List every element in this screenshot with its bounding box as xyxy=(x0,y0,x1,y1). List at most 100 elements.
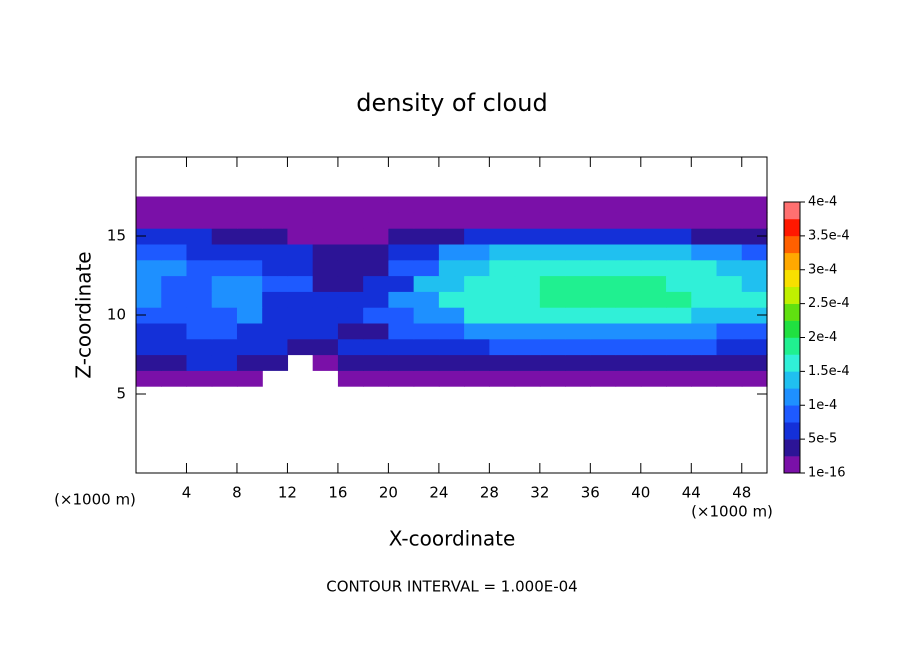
x-tick-label: 24 xyxy=(429,484,448,502)
field-cell xyxy=(363,275,389,292)
field-cell xyxy=(640,196,667,213)
field-cell xyxy=(388,259,415,277)
field-cell xyxy=(236,354,263,371)
field-cell xyxy=(136,291,162,308)
field-cell xyxy=(186,259,213,277)
field-cell xyxy=(236,243,263,261)
field-cell xyxy=(615,243,642,261)
field-cell xyxy=(211,370,238,387)
field-cell xyxy=(262,196,289,213)
field-cell xyxy=(716,322,743,340)
field-cell xyxy=(161,370,188,387)
colorbar-label: 1.5e-4 xyxy=(808,364,850,379)
field-cell xyxy=(539,228,566,245)
field-cell xyxy=(211,243,238,261)
field-cell xyxy=(691,196,718,213)
colorbar-band xyxy=(784,286,800,304)
field-cell xyxy=(514,243,541,261)
field-cell xyxy=(640,370,667,387)
field-cell xyxy=(514,307,541,324)
x-tick-label: 8 xyxy=(232,484,242,502)
x-tick-label: 40 xyxy=(631,484,650,502)
field-cell xyxy=(186,212,213,229)
field-cell xyxy=(615,275,642,292)
field-cell xyxy=(363,322,389,340)
field-cell xyxy=(363,291,389,308)
field-cell xyxy=(741,370,768,387)
field-cell xyxy=(741,307,768,324)
colorbar-label: 3e-4 xyxy=(808,262,837,277)
field-cell xyxy=(161,275,188,292)
field-cell xyxy=(615,370,642,387)
field-cell xyxy=(590,212,617,229)
field-cell xyxy=(413,338,440,356)
field-cell xyxy=(413,259,440,277)
colorbar-label: 2e-4 xyxy=(808,330,837,345)
field-cell xyxy=(236,275,263,292)
field-cell xyxy=(337,322,364,340)
field-cell xyxy=(640,212,667,229)
field-cell xyxy=(716,259,743,277)
annotation: CONTOUR INTERVAL = 1.000E-04 xyxy=(326,578,577,596)
field-cell xyxy=(716,354,743,371)
field-cell xyxy=(136,228,162,245)
field-cell xyxy=(236,307,263,324)
colorbar-band xyxy=(784,252,800,271)
field-cell xyxy=(489,322,516,340)
field-cell xyxy=(161,338,188,356)
x-tick-label: 12 xyxy=(278,484,297,502)
field-cell xyxy=(539,212,566,229)
field-cell xyxy=(565,322,591,340)
colorbar-label: 1e-16 xyxy=(808,466,846,481)
field-cell xyxy=(388,228,415,245)
x-tick-label: 4 xyxy=(182,484,192,502)
field-cell xyxy=(287,338,314,356)
colorbar-band xyxy=(784,439,800,457)
field-cell xyxy=(287,196,314,213)
field-cell xyxy=(666,243,692,261)
field-cell xyxy=(236,291,263,308)
field-cell xyxy=(186,275,213,292)
field-cell xyxy=(514,370,541,387)
field-cell xyxy=(262,338,289,356)
field-cell xyxy=(640,338,667,356)
y-axis-label: Z-coordinate xyxy=(72,251,96,378)
field-cell xyxy=(136,196,162,213)
field-cell xyxy=(489,275,516,292)
field-cell xyxy=(464,307,490,324)
field-cell xyxy=(211,259,238,277)
field-cell xyxy=(691,243,718,261)
field-cell xyxy=(413,212,440,229)
field-cell xyxy=(287,212,314,229)
field-cell xyxy=(312,275,339,292)
field-cell xyxy=(211,354,238,371)
field-cell xyxy=(388,354,415,371)
field-cell xyxy=(615,307,642,324)
field-cell xyxy=(489,228,516,245)
field-cell xyxy=(615,212,642,229)
field-cell xyxy=(161,259,188,277)
field-cell xyxy=(337,228,364,245)
field-cell xyxy=(590,370,617,387)
field-cell xyxy=(640,307,667,324)
field-cell xyxy=(186,354,213,371)
y-tick-label: 5 xyxy=(116,385,126,403)
field-cell xyxy=(514,196,541,213)
field-cell xyxy=(691,307,718,324)
field-cell xyxy=(438,228,465,245)
field-cell xyxy=(438,259,465,277)
field-cell xyxy=(363,370,389,387)
field-cell xyxy=(539,196,566,213)
colorbar-label: 2.5e-4 xyxy=(808,296,850,311)
field-cell xyxy=(337,354,364,371)
colorbar-band xyxy=(784,337,800,355)
field-cell xyxy=(236,322,263,340)
colorbar-band xyxy=(784,320,800,338)
field-cell xyxy=(388,212,415,229)
field-cell xyxy=(716,275,743,292)
field-cell xyxy=(136,243,162,261)
field-cell xyxy=(565,275,591,292)
field-cell xyxy=(388,275,415,292)
x-tick-label: 20 xyxy=(379,484,398,502)
field-cell xyxy=(413,291,440,308)
